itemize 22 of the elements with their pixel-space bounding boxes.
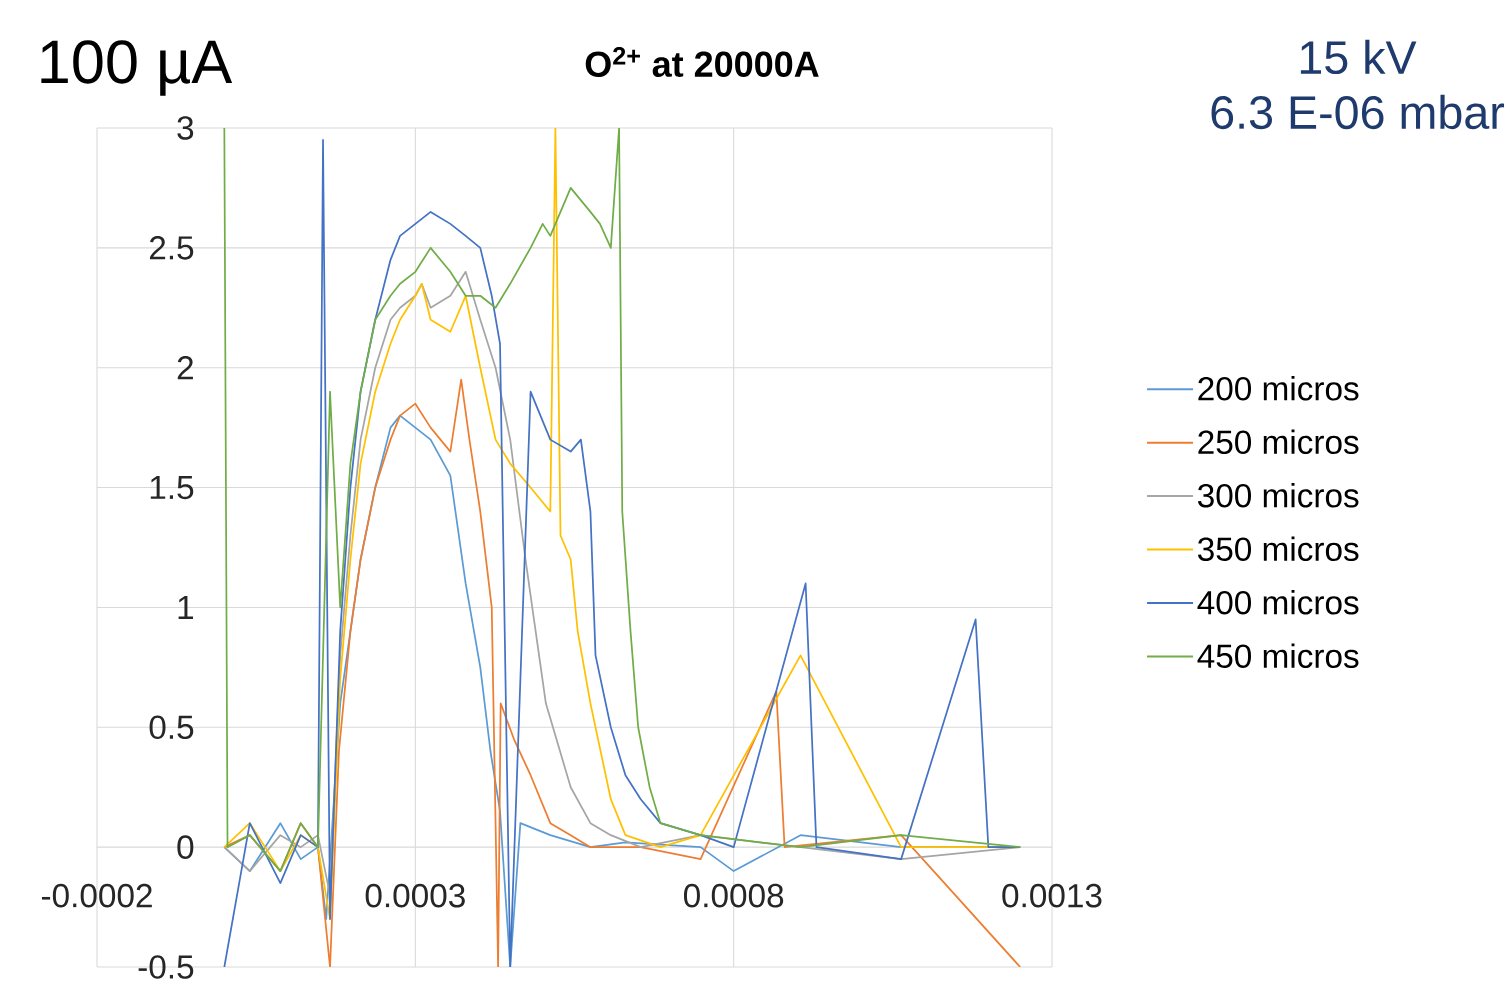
x-tick-label: 0.0013 <box>1002 883 1102 908</box>
y-tick-label: 2.5 <box>149 236 194 260</box>
text: 15 kV <box>1300 39 1417 75</box>
y-tick-label: 2 <box>177 356 193 380</box>
x-tick-label: 0.0008 <box>684 883 784 908</box>
y-tick-label: 1 <box>178 595 193 619</box>
text: 6.3 E-06 mbar <box>1211 94 1505 130</box>
y-tick-label: 0 <box>177 835 194 859</box>
y-tick-label: 3 <box>177 116 194 140</box>
y-tick-label: 0.5 <box>149 715 194 740</box>
legend-label: 400 micros <box>1197 590 1359 615</box>
legend-label: 350 micros <box>1197 536 1359 562</box>
y-tick-label: -0.5 <box>138 955 194 979</box>
legend-label: 450 micros <box>1197 643 1359 668</box>
legend-label: 300 micros <box>1197 483 1359 508</box>
text: 100 µA <box>41 40 233 96</box>
x-tick-label: 0.0003 <box>365 883 465 908</box>
y-tick-label: 1.5 <box>150 475 194 500</box>
legend-label: 200 micros <box>1198 376 1359 401</box>
x-tick-label: -0.0002 <box>41 883 152 908</box>
chart-title: O$^{2+}$ at 20000A <box>585 47 819 77</box>
legend-label: 250 micros <box>1198 429 1359 455</box>
